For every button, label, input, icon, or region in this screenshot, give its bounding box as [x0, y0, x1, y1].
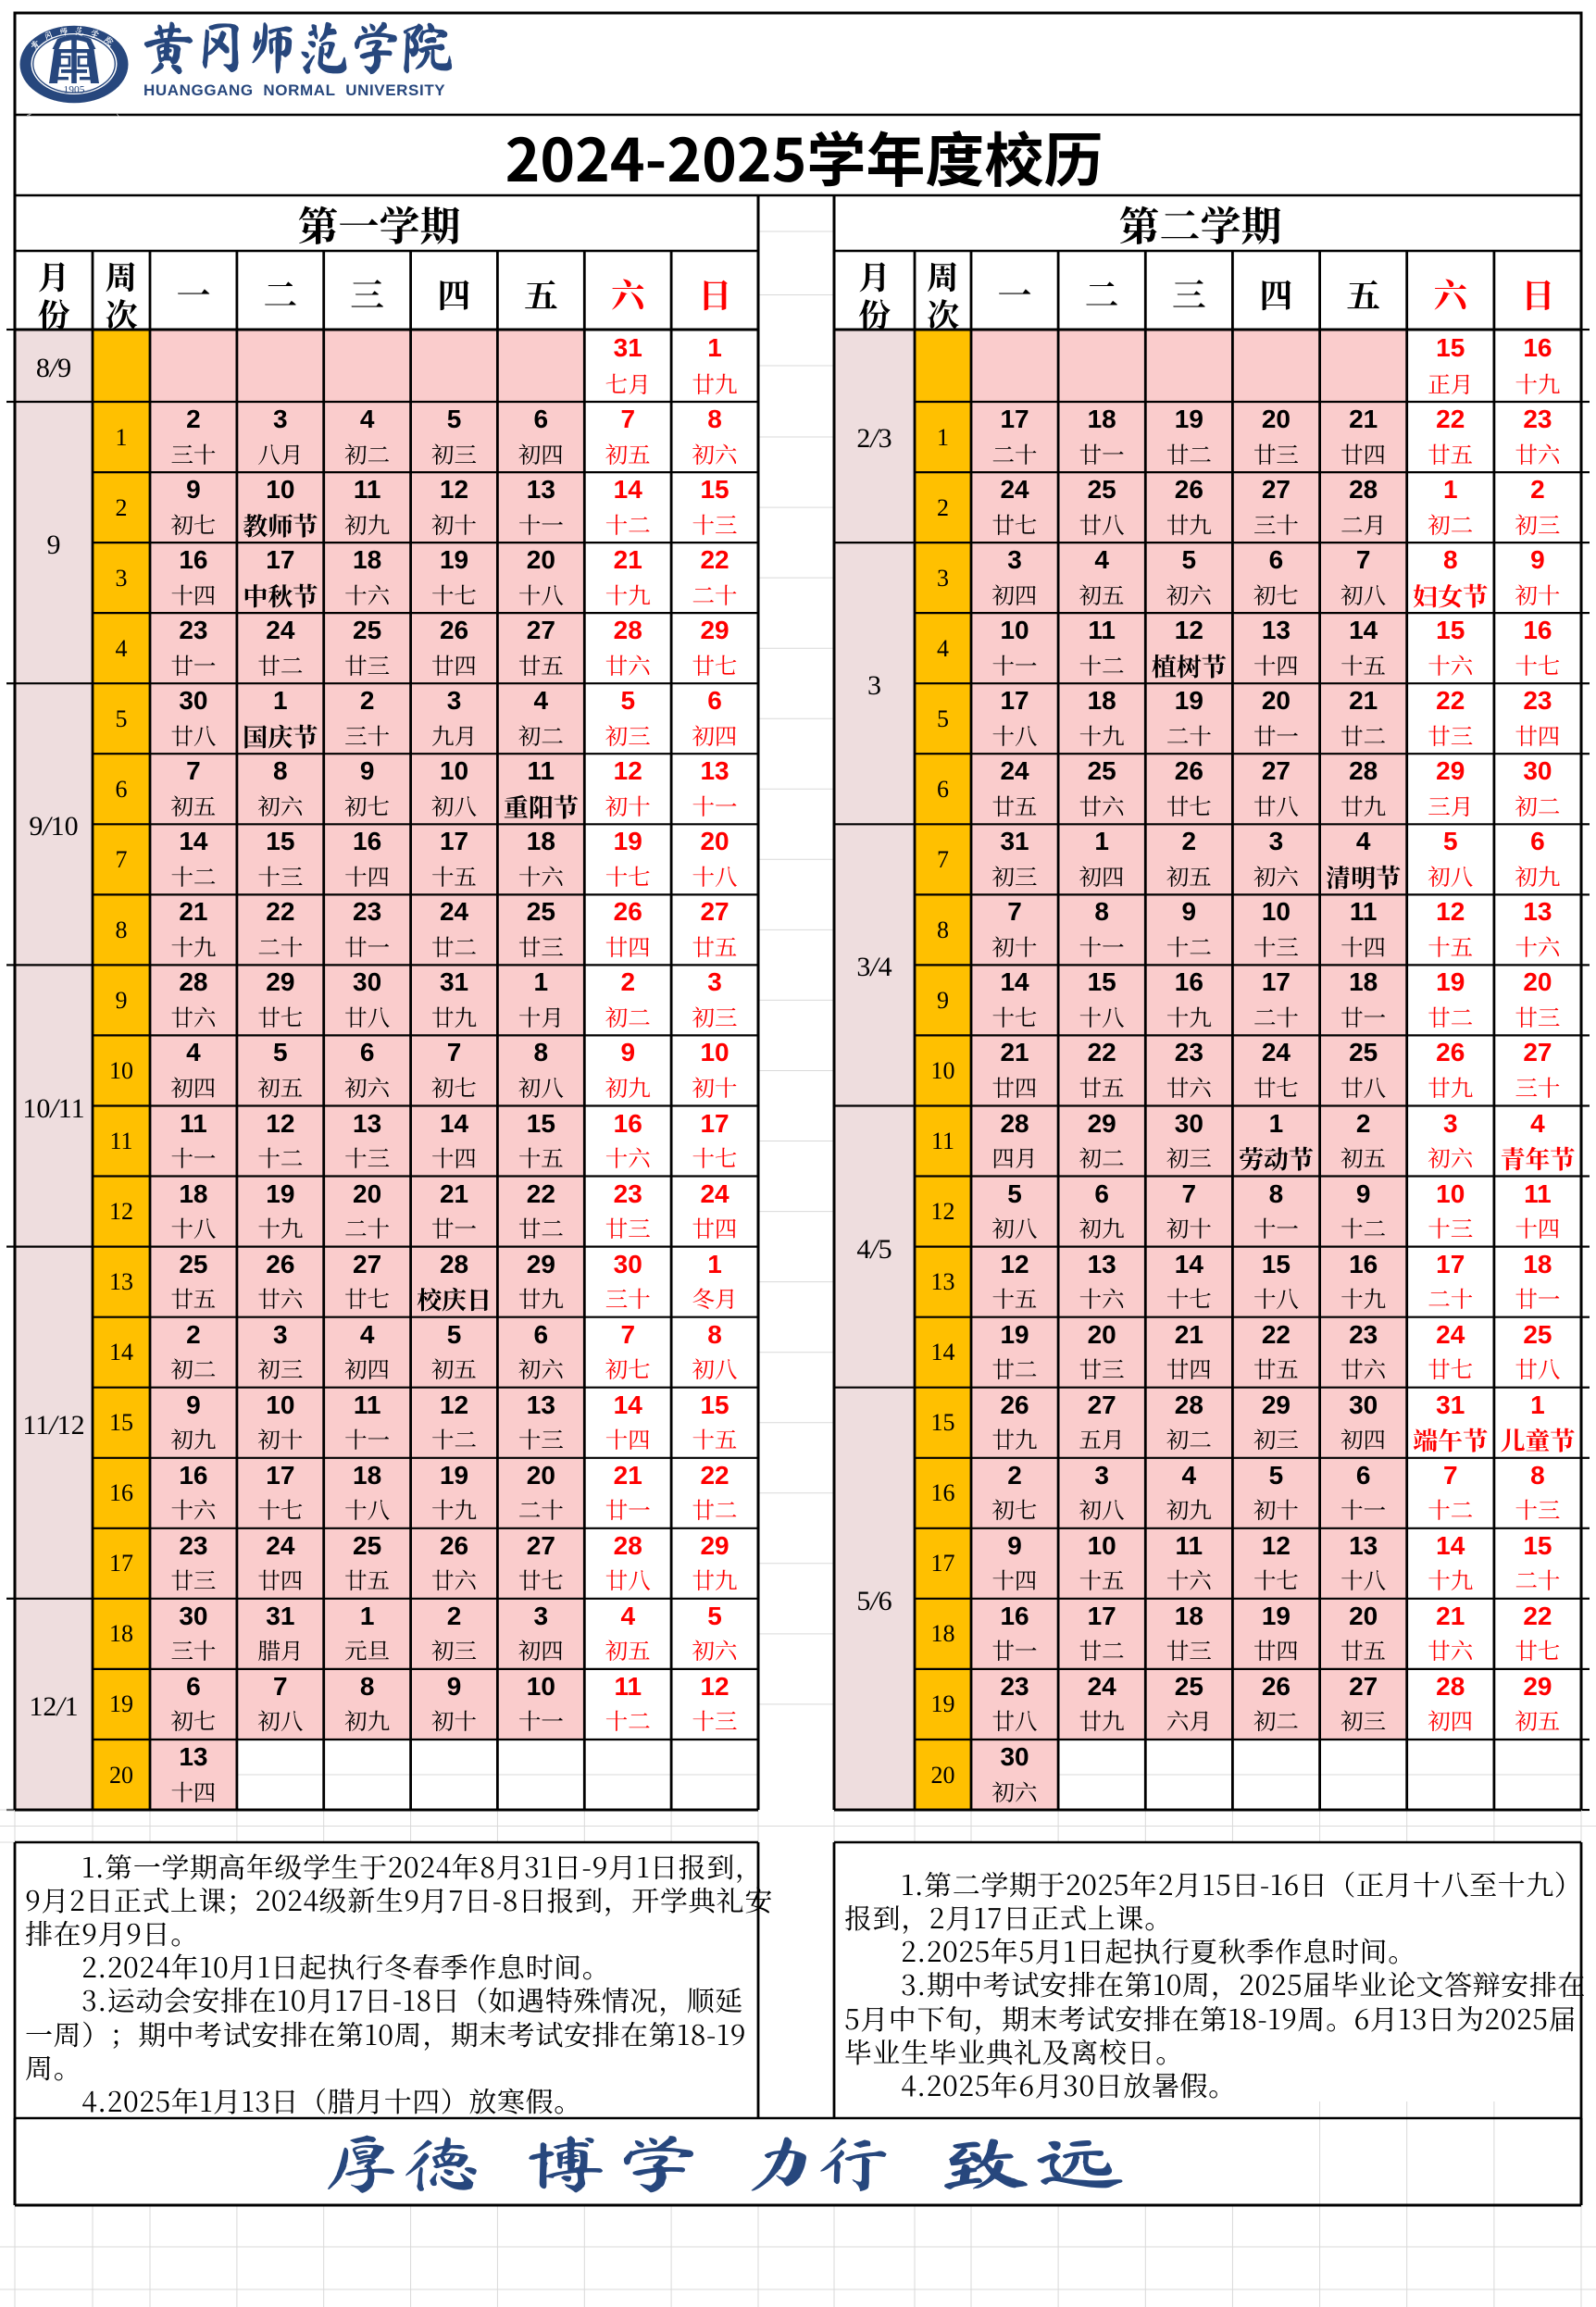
- svg-text:1905: 1905: [64, 85, 85, 96]
